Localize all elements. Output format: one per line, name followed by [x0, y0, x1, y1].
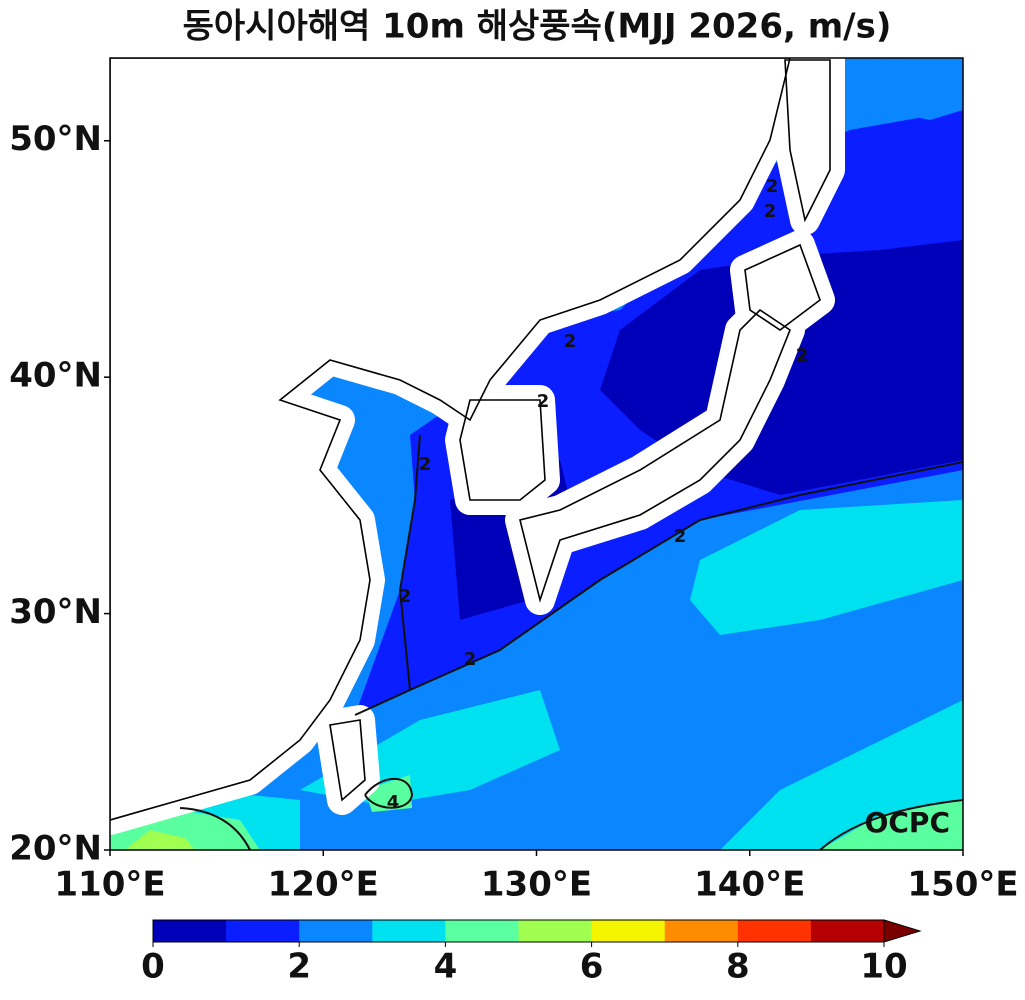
colorbar-bin	[518, 920, 593, 942]
colorbar-bin	[445, 920, 519, 942]
fill-4-5	[365, 775, 412, 812]
title: 동아시아해역 10m 해상풍속(MJJ 2026, m/s)	[183, 7, 892, 47]
colorbar-bin	[372, 920, 446, 942]
fill-5-6	[125, 830, 195, 850]
contour-label: 4	[387, 792, 400, 813]
colorbar-tick-label: 4	[434, 947, 458, 987]
contour-label: 2	[464, 649, 477, 670]
x-tick-label: 150°E	[907, 865, 1018, 905]
y-tick-label: 50°N	[9, 119, 102, 159]
contour-label: 2	[399, 586, 412, 607]
credit: OCPC	[865, 806, 950, 839]
contour-label: 2	[537, 391, 550, 412]
contour-label: 2	[796, 345, 809, 366]
x-tick-label: 140°E	[694, 865, 805, 905]
colorbar-bin	[153, 920, 227, 942]
coastline	[110, 58, 831, 821]
map	[110, 58, 963, 850]
y-tick-label: 40°N	[9, 356, 102, 396]
colorbar-tick-label: 0	[141, 947, 165, 987]
colorbar-extend	[883, 919, 922, 943]
contour-label: 2	[419, 454, 432, 475]
x-tick-label: 130°E	[481, 865, 592, 905]
colorbar-tick-label: 10	[860, 947, 907, 987]
colorbar-tick-label: 8	[726, 947, 750, 987]
x-tick-label: 120°E	[268, 865, 379, 905]
colorbar-frame	[152, 919, 885, 943]
y-tick-label: 30°N	[9, 592, 102, 632]
colorbar-bin	[737, 920, 812, 942]
colorbar-bin	[664, 920, 739, 942]
colorbar-bin	[226, 920, 300, 942]
contour-label: 2	[564, 331, 577, 352]
y-tick-label: 20°N	[9, 829, 102, 869]
fill-2-3	[840, 58, 963, 120]
contour-label: 2	[674, 526, 687, 547]
colorbar-bin	[810, 920, 885, 942]
colorbar-bin	[299, 920, 373, 942]
colorbar-tick-label: 2	[287, 947, 311, 987]
fill-4-5	[820, 800, 963, 850]
contour-line	[179, 434, 963, 850]
colorbar-tick-label: 6	[580, 947, 604, 987]
contour-label: 2	[766, 176, 779, 197]
colorbar-bin	[591, 920, 666, 942]
fill-3-4	[690, 500, 963, 635]
x-tick-label: 110°E	[54, 865, 165, 905]
contour-label: 2	[764, 201, 777, 222]
